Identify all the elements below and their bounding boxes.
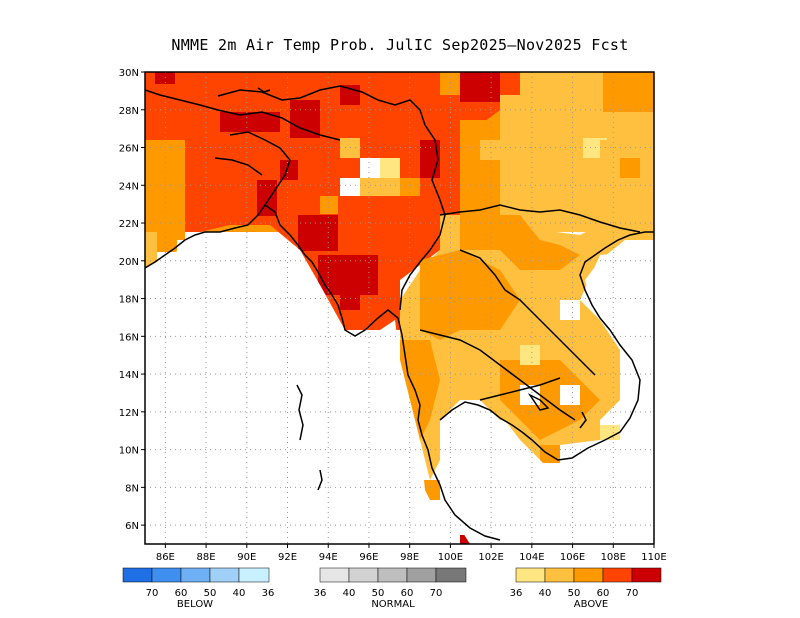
- above-70-cell: [298, 215, 338, 251]
- above-36-40-cell: [600, 425, 620, 440]
- lat-label: 18N: [119, 295, 139, 306]
- lon-label: 100E: [438, 552, 463, 563]
- legend-tick: 50: [372, 588, 385, 599]
- above-50-60-cell: [540, 445, 560, 463]
- latitude-labels: 30N 28N 26N 24N 22N 20N 18N 16N 14N 12N 10N 8N 6N: [119, 68, 145, 532]
- gridlines: [145, 72, 654, 544]
- above-70-cell: [420, 140, 440, 178]
- legend-swatch: [319, 567, 350, 583]
- lat-label: 20N: [119, 257, 139, 268]
- lat-label: 22N: [119, 219, 139, 230]
- above-50-60-region: [420, 250, 520, 340]
- legend-tick: 40: [343, 588, 356, 599]
- legend-below: 70 60 50 40 36 BELOW: [122, 567, 275, 610]
- above-70-cell: [257, 180, 277, 216]
- above-50-60-region: [460, 215, 580, 270]
- lat-label: 24N: [119, 181, 139, 192]
- legend-label-below: BELOW: [177, 599, 213, 610]
- lat-label: 12N: [119, 408, 139, 419]
- above-50-60-region: [145, 140, 185, 240]
- lon-label: 94E: [319, 552, 338, 563]
- above-36-40-cell: [520, 345, 540, 365]
- lon-label: 106E: [560, 552, 585, 563]
- legend-tick: 40: [233, 588, 246, 599]
- legend-swatch: [544, 567, 575, 583]
- map-frame: [144, 71, 655, 545]
- lon-label: 88E: [197, 552, 216, 563]
- legend-tick: 36: [510, 588, 523, 599]
- lat-label: 30N: [119, 68, 139, 79]
- lat-label: 28N: [119, 106, 139, 117]
- lat-label: 8N: [125, 483, 139, 494]
- above-70-cell: [290, 100, 320, 138]
- lon-label: 102E: [478, 552, 503, 563]
- bay-of-bengal-sea: [145, 232, 460, 544]
- above-50-60-cell: [620, 158, 640, 178]
- lon-label: 108E: [601, 552, 626, 563]
- gulf-of-thailand: [470, 420, 520, 445]
- legend-tick: 70: [146, 588, 159, 599]
- lon-label: 90E: [237, 552, 256, 563]
- lat-label: 6N: [125, 521, 139, 532]
- above-50-60-region: [603, 72, 654, 112]
- lat-label: 16N: [119, 332, 139, 343]
- above-50-60-cell: [460, 120, 500, 140]
- above-70-cell: [460, 72, 500, 102]
- legend-swatch: [377, 567, 408, 583]
- blank-cell: [360, 158, 380, 178]
- legend-swatch: [238, 567, 270, 583]
- gulf-of-tonkin-sea: [585, 240, 654, 410]
- lon-label: 96E: [359, 552, 378, 563]
- legend-swatch: [631, 567, 662, 583]
- lat-label: 14N: [119, 370, 139, 381]
- legend-swatch: [435, 567, 467, 583]
- legend-above: 36 40 50 60 70 ABOVE: [510, 567, 662, 610]
- legend-swatch: [515, 567, 546, 583]
- legend-swatch: [151, 567, 182, 583]
- coastlines: [145, 85, 654, 541]
- legend-tick: 40: [539, 588, 552, 599]
- blank-cell: [560, 385, 580, 405]
- legend-swatch: [122, 567, 153, 583]
- above-50-60-cell: [157, 232, 177, 252]
- lat-label: 10N: [119, 446, 139, 457]
- legend-swatch: [573, 567, 604, 583]
- above-40-50-region: [600, 140, 654, 220]
- legend-normal: 36 40 50 60 70 NORMAL: [314, 567, 467, 610]
- legend-label-above: ABOVE: [574, 599, 608, 610]
- legend-tick: 60: [597, 588, 610, 599]
- above-40-50-cell: [480, 140, 500, 160]
- legend-label-normal: NORMAL: [371, 599, 415, 610]
- legend-tick: 50: [568, 588, 581, 599]
- map-title: NMME 2m Air Temp Prob. JulIC Sep2025–Nov…: [171, 36, 629, 54]
- legend-tick: 70: [626, 588, 639, 599]
- lon-label: 110E: [641, 552, 666, 563]
- above-36-40-cell: [380, 158, 400, 178]
- above-70-cell: [220, 112, 280, 132]
- legend-tick: 70: [430, 588, 443, 599]
- lat-label: 26N: [119, 144, 139, 155]
- lon-label: 92E: [278, 552, 297, 563]
- legend-swatch: [602, 567, 633, 583]
- longitude-labels: 86E 88E 90E 92E 94E 96E 98E 100E 102E 104E 106E 108…: [156, 544, 667, 563]
- legend-tick: 36: [314, 588, 327, 599]
- legend-swatch: [209, 567, 240, 583]
- above-70-cell: [340, 290, 360, 310]
- legend-swatch: [348, 567, 379, 583]
- blank-cell: [340, 178, 360, 196]
- lon-label: 86E: [156, 552, 175, 563]
- blank-cell: [560, 300, 580, 320]
- above-40-50-cell: [360, 178, 400, 196]
- lon-label: 104E: [519, 552, 544, 563]
- above-50-60-cell: [320, 196, 338, 214]
- legend-tick: 60: [401, 588, 414, 599]
- legend-swatch: [406, 567, 437, 583]
- legend-tick: 36: [262, 588, 275, 599]
- above-40-50-cell: [145, 232, 157, 267]
- legend-swatch: [180, 567, 211, 583]
- legend-tick: 60: [175, 588, 188, 599]
- lon-label: 98E: [400, 552, 419, 563]
- legend-tick: 50: [204, 588, 217, 599]
